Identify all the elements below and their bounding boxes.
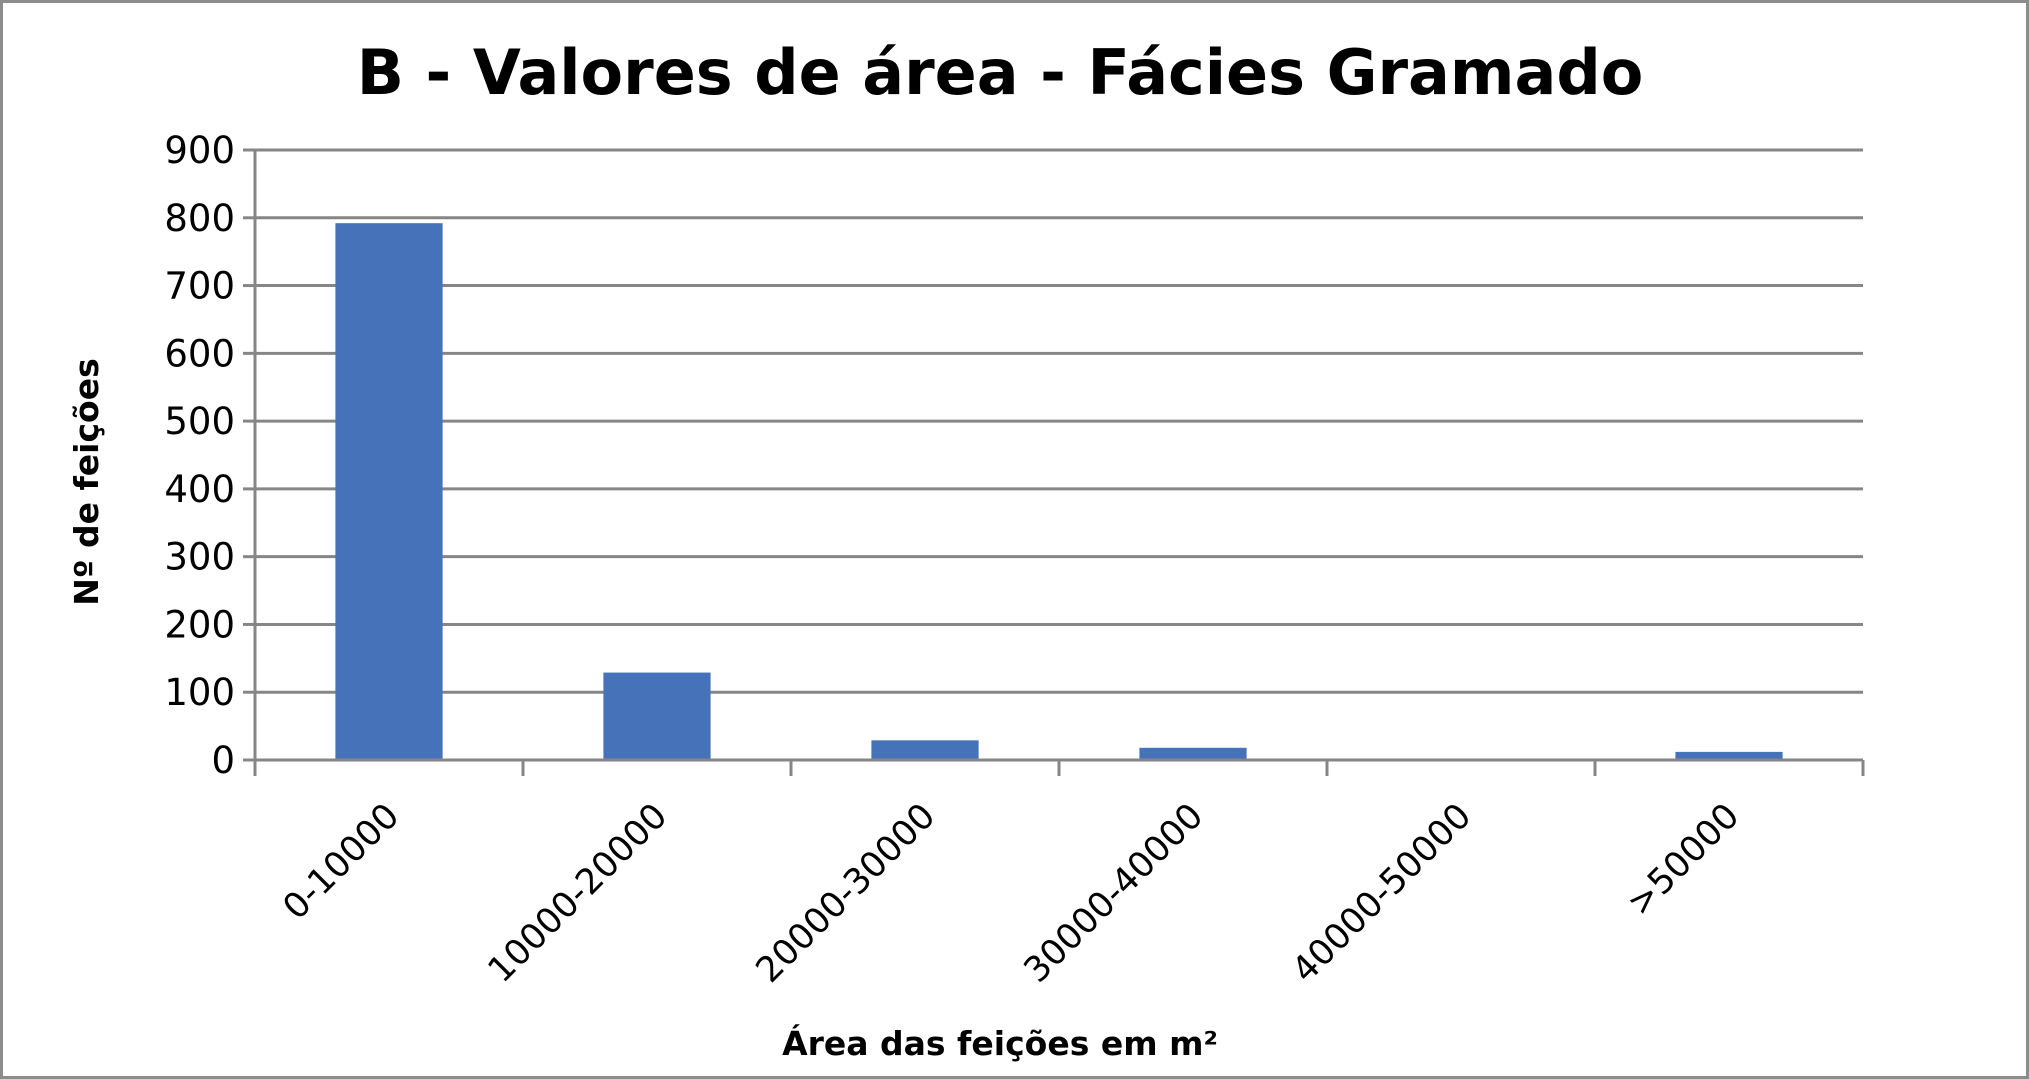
y-axis-ticks: 0 100 200 300 400 500 600 700 800 900 [164, 129, 255, 782]
x-tick-label: 10000-20000 [481, 796, 676, 991]
x-tick-label: 30000-40000 [1017, 796, 1212, 991]
chart-title: B - Valores de área - Fácies Gramado [357, 36, 1644, 109]
y-tick-label: 400 [164, 468, 235, 511]
y-tick-label: 500 [164, 400, 235, 443]
y-tick-label: 800 [164, 197, 235, 240]
y-tick-label: 600 [164, 332, 235, 375]
y-axis-title: Nº de feições [67, 358, 106, 606]
y-tick-label: 0 [211, 739, 235, 782]
y-tick-label: 700 [164, 265, 235, 308]
y-tick-label: 900 [164, 129, 235, 172]
x-axis-title: Área das feições em m² [782, 1023, 1218, 1063]
y-tick-label: 100 [164, 671, 235, 714]
bar [1675, 751, 1783, 760]
y-tick-label: 200 [164, 603, 235, 646]
x-axis-ticks: 0-10000 10000-20000 20000-30000 30000-40000… [253, 760, 1865, 991]
x-tick-label: 20000-30000 [749, 796, 944, 991]
y-tick-label: 300 [164, 536, 235, 579]
bar [335, 223, 443, 760]
x-tick-label: 0-10000 [276, 796, 408, 928]
axes [243, 150, 1863, 776]
x-tick-label: 40000-50000 [1285, 796, 1480, 991]
bar [1139, 747, 1247, 760]
x-tick-label: >50000 [1620, 796, 1748, 924]
bar [871, 740, 979, 760]
grid-lines [255, 148, 1863, 694]
bars [335, 223, 1783, 760]
bar [603, 672, 711, 760]
